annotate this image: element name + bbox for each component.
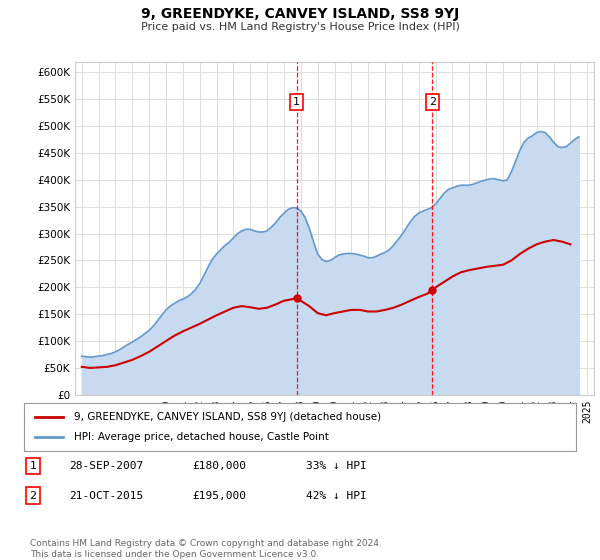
Text: 2: 2 [29, 491, 37, 501]
Text: 1: 1 [293, 97, 300, 107]
Text: £180,000: £180,000 [192, 461, 246, 471]
Text: 28-SEP-2007: 28-SEP-2007 [69, 461, 143, 471]
Text: 9, GREENDYKE, CANVEY ISLAND, SS8 9YJ (detached house): 9, GREENDYKE, CANVEY ISLAND, SS8 9YJ (de… [74, 412, 381, 422]
Text: £195,000: £195,000 [192, 491, 246, 501]
Text: 9, GREENDYKE, CANVEY ISLAND, SS8 9YJ: 9, GREENDYKE, CANVEY ISLAND, SS8 9YJ [141, 7, 459, 21]
Text: Contains HM Land Registry data © Crown copyright and database right 2024.
This d: Contains HM Land Registry data © Crown c… [30, 539, 382, 559]
Text: Price paid vs. HM Land Registry's House Price Index (HPI): Price paid vs. HM Land Registry's House … [140, 22, 460, 32]
Text: 2: 2 [428, 97, 436, 107]
Text: 42% ↓ HPI: 42% ↓ HPI [306, 491, 367, 501]
Text: 1: 1 [29, 461, 37, 471]
Text: 21-OCT-2015: 21-OCT-2015 [69, 491, 143, 501]
Text: HPI: Average price, detached house, Castle Point: HPI: Average price, detached house, Cast… [74, 432, 329, 442]
Text: 33% ↓ HPI: 33% ↓ HPI [306, 461, 367, 471]
